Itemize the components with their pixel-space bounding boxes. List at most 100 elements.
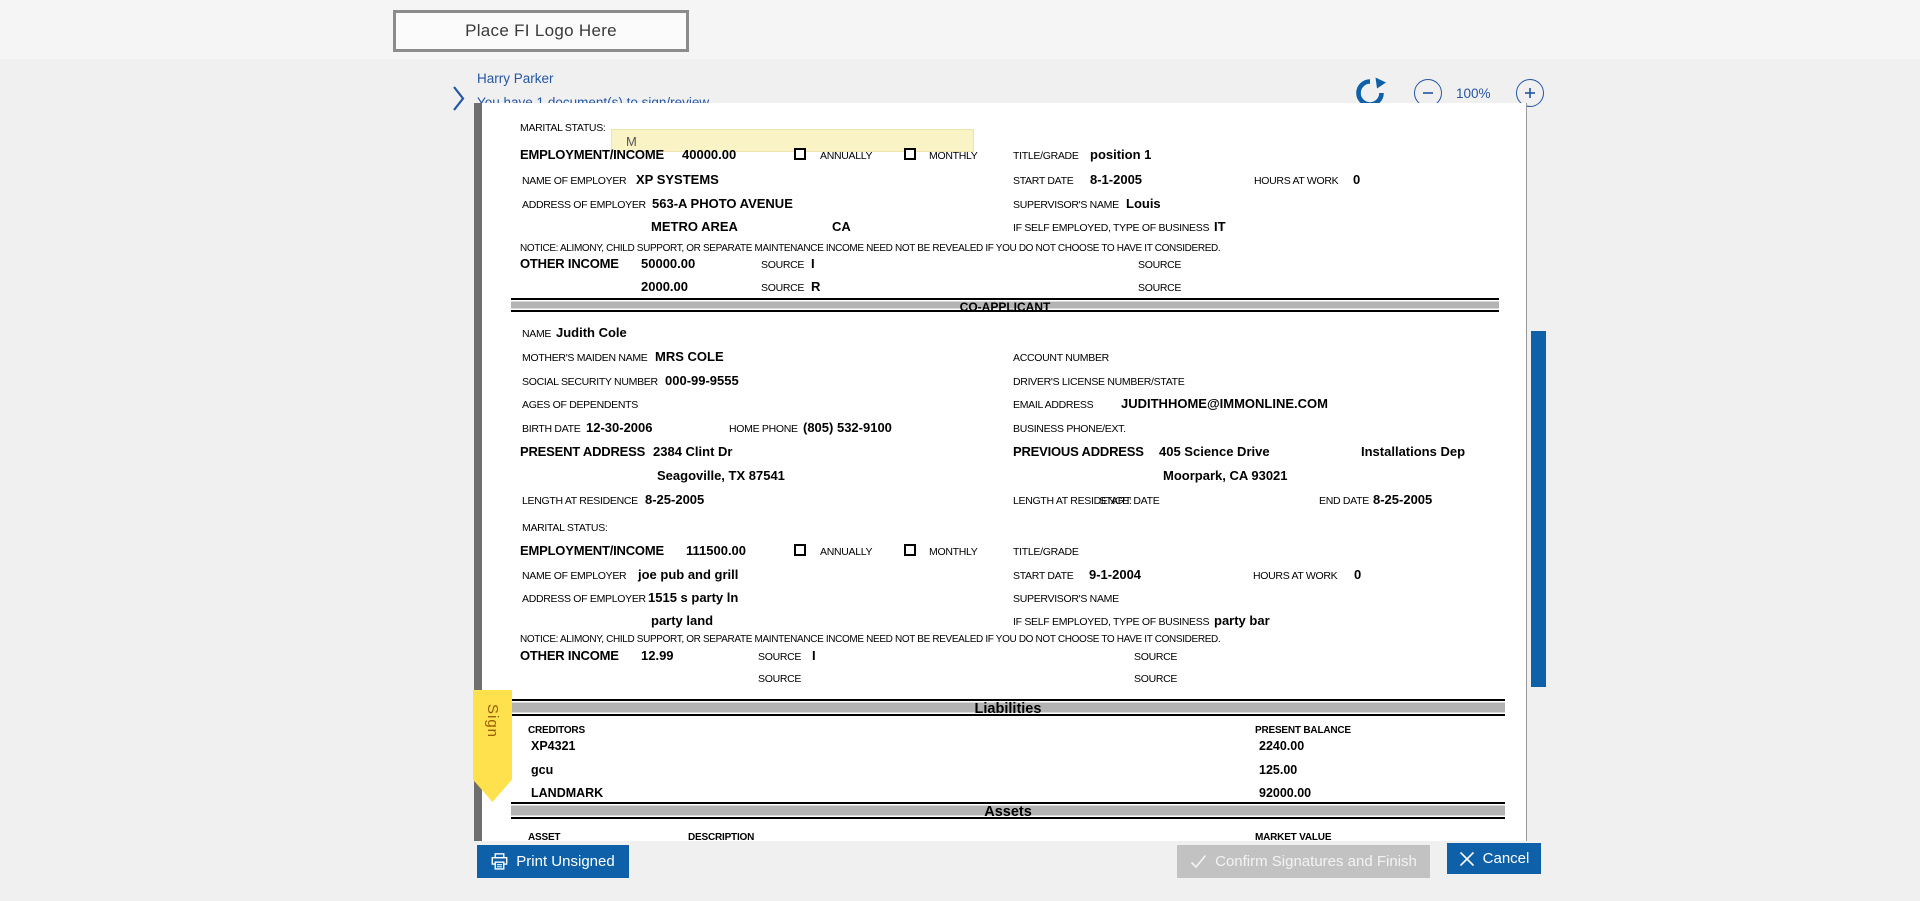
employer-state-value: CA xyxy=(832,219,851,234)
employment-income-value: 40000.00 xyxy=(682,147,737,162)
document-scrollbar-thumb[interactable] xyxy=(1531,331,1546,687)
form-row: ADDRESS OF EMPLOYER 563-A PHOTO AVENUE S… xyxy=(482,196,1526,212)
field-label: ANNUALLY xyxy=(820,546,873,558)
print-unsigned-label: Print Unsigned xyxy=(516,853,615,870)
form-row: NAME OF EMPLOYER joe pub and grill START… xyxy=(482,567,1526,583)
sign-tab-label: Sign xyxy=(484,704,501,739)
field-label: MARITAL STATUS: xyxy=(522,522,608,534)
field-label: BIRTH DATE xyxy=(522,423,581,435)
present-address-city-value: Seagoville, TX 87541 xyxy=(657,468,785,483)
form-row: EMPLOYMENT/INCOME 111500.00 ANNUALLY MON… xyxy=(482,543,1526,559)
table-row: XP4321 2240.00 xyxy=(482,738,1526,754)
employer-value: XP SYSTEMS xyxy=(636,172,719,187)
column-header: CREDITORS xyxy=(528,725,585,736)
field-label: NAME OF EMPLOYER xyxy=(522,570,627,582)
form-row: OTHER INCOME 50000.00 SOURCE I SOURCE xyxy=(482,256,1526,272)
field-label: MONTHLY xyxy=(929,546,978,558)
field-label: START DATE xyxy=(1099,495,1160,507)
expand-chevron-icon[interactable] xyxy=(451,85,467,117)
form-row: LENGTH AT RESIDENCE 8-25-2005 LENGTH AT … xyxy=(482,492,1526,508)
column-header: ASSET xyxy=(528,832,561,841)
monthly-checkbox[interactable] xyxy=(904,148,916,160)
co-applicant-section-header: CO-APPLICANT xyxy=(511,298,1499,314)
table-row: gcu 125.00 xyxy=(482,762,1526,778)
ssn-value: 000-99-9555 xyxy=(665,373,739,388)
column-header: MARKET VALUE xyxy=(1255,832,1332,841)
field-label: ANNUALLY xyxy=(820,150,873,162)
length-at-residence-value: 8-25-2005 xyxy=(645,492,705,507)
other-income-value: 2000.00 xyxy=(641,279,688,294)
form-row: MARITAL STATUS: xyxy=(482,519,1526,535)
employer-city-value: METRO AREA xyxy=(651,219,738,234)
fi-logo-placeholder: Place FI Logo Here xyxy=(393,10,689,52)
annually-checkbox[interactable] xyxy=(794,544,806,556)
form-row: SOURCE SOURCE xyxy=(482,670,1526,686)
source-value: I xyxy=(812,648,816,663)
form-row: party land IF SELF EMPLOYED, TYPE OF BUS… xyxy=(482,613,1526,629)
form-row: SOCIAL SECURITY NUMBER 000-99-9555 DRIVE… xyxy=(482,373,1526,389)
source-value: I xyxy=(811,256,815,271)
field-label: IF SELF EMPLOYED, TYPE OF BUSINESS xyxy=(1013,222,1210,234)
other-income-value: 12.99 xyxy=(641,648,674,663)
confirm-signatures-label: Confirm Signatures and Finish xyxy=(1215,853,1417,870)
annually-checkbox[interactable] xyxy=(794,148,806,160)
column-header: DESCRIPTION xyxy=(688,832,755,841)
close-icon xyxy=(1459,851,1474,866)
previous-address-extra-value: Installations Dep xyxy=(1361,444,1466,459)
birth-date-value: 12-30-2006 xyxy=(586,420,653,435)
field-label: SOURCE xyxy=(1138,259,1182,271)
field-label: SOURCE xyxy=(761,282,805,294)
cancel-button[interactable]: Cancel xyxy=(1447,843,1541,874)
field-label: SOURCE xyxy=(1138,282,1182,294)
balance-value: 125.00 xyxy=(1259,763,1298,777)
minus-icon xyxy=(1423,92,1433,94)
balance-value: 92000.00 xyxy=(1259,786,1312,800)
field-label: EMAIL ADDRESS xyxy=(1013,399,1094,411)
field-label: START DATE xyxy=(1013,175,1074,187)
form-row: NAME OF EMPLOYER XP SYSTEMS START DATE 8… xyxy=(482,172,1526,188)
income-notice: NOTICE: ALIMONY, CHILD SUPPORT, OR SEPAR… xyxy=(520,634,1221,645)
field-label: START DATE xyxy=(1013,570,1074,582)
form-row: 2000.00 SOURCE R SOURCE xyxy=(482,279,1526,295)
field-label: SOURCE xyxy=(758,673,802,685)
start-date-value: 8-1-2005 xyxy=(1090,172,1143,187)
field-label: SOURCE xyxy=(1134,651,1178,663)
zoom-in-button[interactable] xyxy=(1516,79,1544,107)
field-label: NAME xyxy=(522,328,552,340)
field-label: IF SELF EMPLOYED, TYPE OF BUSINESS xyxy=(1013,616,1210,628)
field-label: PREVIOUS ADDRESS xyxy=(1013,444,1144,459)
end-date-value: 8-25-2005 xyxy=(1373,492,1433,507)
previous-address-city-value: Moorpark, CA 93021 xyxy=(1163,468,1288,483)
field-label: EMPLOYMENT/INCOME xyxy=(520,147,664,162)
column-header: PRESENT BALANCE xyxy=(1255,725,1351,736)
balance-value: 2240.00 xyxy=(1259,739,1305,753)
sign-here-tab[interactable]: Sign xyxy=(473,690,512,802)
refresh-icon[interactable] xyxy=(1353,76,1387,110)
table-row: LANDMARK 92000.00 xyxy=(482,785,1526,801)
confirm-signatures-button[interactable]: Confirm Signatures and Finish xyxy=(1177,845,1430,878)
form-row: NOTICE: ALIMONY, CHILD SUPPORT, OR SEPAR… xyxy=(482,633,1526,649)
form-row: NAME Judith Cole xyxy=(482,325,1526,341)
field-label: ACCOUNT NUMBER xyxy=(1013,352,1109,364)
print-unsigned-button[interactable]: Print Unsigned xyxy=(477,845,629,878)
form-row: EMPLOYMENT/INCOME 40000.00 ANNUALLY MONT… xyxy=(482,147,1526,163)
field-label: HOURS AT WORK xyxy=(1254,175,1339,187)
monthly-checkbox[interactable] xyxy=(904,544,916,556)
form-row: MOTHER'S MAIDEN NAME MRS COLE ACCOUNT NU… xyxy=(482,349,1526,365)
field-label: ADDRESS OF EMPLOYER xyxy=(522,593,646,605)
income-notice: NOTICE: ALIMONY, CHILD SUPPORT, OR SEPAR… xyxy=(520,243,1221,254)
creditor-value: XP4321 xyxy=(531,739,576,753)
source-value: R xyxy=(811,279,821,294)
field-label: END DATE xyxy=(1319,495,1369,507)
email-value: JUDITHHOME@IMMONLINE.COM xyxy=(1121,396,1328,411)
other-income-value: 50000.00 xyxy=(641,256,696,271)
hours-at-work-value: 0 xyxy=(1353,172,1361,187)
field-label: SOURCE xyxy=(1134,673,1178,685)
field-label: SOCIAL SECURITY NUMBER xyxy=(522,376,658,388)
document-left-scrollbar[interactable] xyxy=(474,103,482,841)
employment-income-value: 111500.00 xyxy=(686,543,747,558)
zoom-level: 100% xyxy=(1456,86,1491,101)
form-row: Seagoville, TX 87541 Moorpark, CA 93021 xyxy=(482,468,1526,484)
field-label: HOURS AT WORK xyxy=(1253,570,1338,582)
marital-status-input[interactable]: M xyxy=(611,129,974,152)
